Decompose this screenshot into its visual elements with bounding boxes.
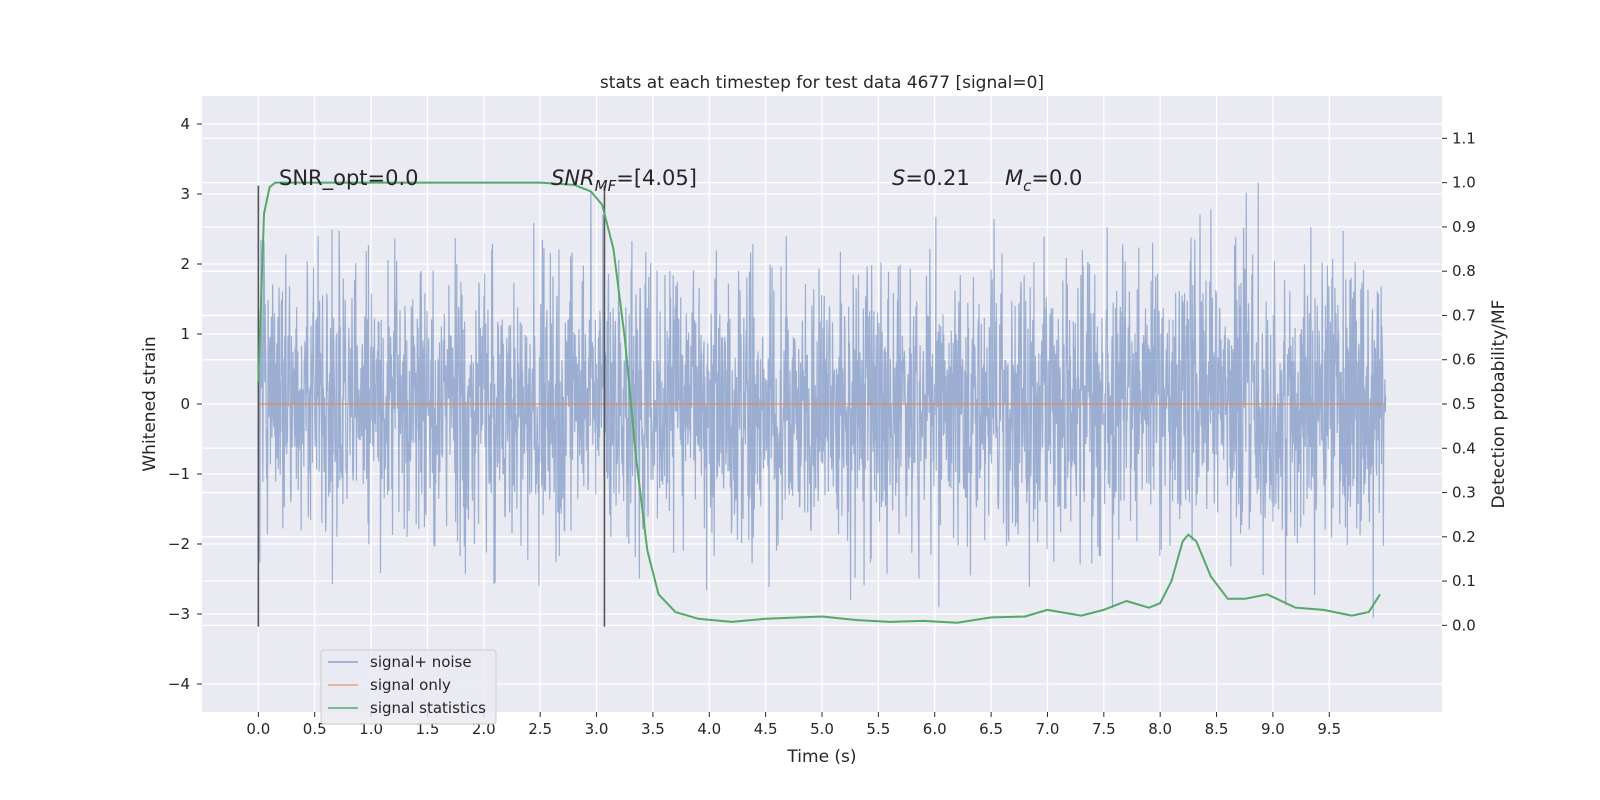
x-tick-label: 9.0 [1261,720,1285,738]
y2-tick-label: 0.0 [1452,616,1476,634]
y2-axis-label: Detection probability/MF [1489,300,1509,509]
s-symbol: S [892,166,905,190]
legend-box [320,649,497,725]
legend-label-signal-noise: signal+ noise [370,653,472,671]
y-tick-label: 4 [180,115,190,133]
vertical-lines [257,185,606,627]
x-tick-label: 3.0 [585,720,609,738]
y-tick-label: −2 [168,535,190,553]
mc-value: =0.0 [1031,166,1082,190]
x-tick-label: 0.5 [303,720,327,738]
y-tick-label: −3 [168,605,190,623]
mc-sub: c [1023,177,1032,195]
y-tick-label: 2 [180,255,190,273]
mc-base: M [1005,166,1023,190]
x-axis-label: Time (s) [786,747,856,767]
x-tick-label: 4.5 [754,720,778,738]
y-tick-label: 0 [180,395,190,413]
y2-tick-label: 1.0 [1452,174,1476,192]
x-tick-label: 0.0 [246,720,270,738]
x-tick-label: 3.5 [641,720,665,738]
y-tick-label: 1 [180,325,190,343]
annotation-mc: Mc=0.0 [1005,166,1082,195]
y2-tick-label: 0.2 [1452,528,1476,546]
x-tick-label: 6.5 [979,720,1003,738]
x-tick-label: 8.0 [1148,720,1172,738]
x-tick-label: 7.5 [1092,720,1116,738]
tick-labels: 0.0 0.5 1.0 1.5 2.0 2.5 3.0 3.5 4.0 4.5 5.0 5.5 6.0 6… [168,115,1476,738]
x-tick-label: 7.0 [1036,720,1060,738]
legend: signal+ noise signal only signal statist… [320,649,497,725]
x-tick-label: 2.5 [528,720,552,738]
x-tick-label: 6.0 [923,720,947,738]
y2-tick-label: 0.1 [1452,572,1476,590]
annotation-s: S=0.21 [892,166,970,190]
legend-label-signal-only: signal only [370,676,451,694]
signal-statistics-series [257,181,1381,624]
y2-tick-label: 0.4 [1452,439,1476,457]
y2-tick-label: 1.1 [1452,129,1476,147]
snr-mf-value: =[4.05] [616,166,697,190]
annotation-snr-mf: SNRMF=[4.05] [551,166,697,195]
y2-tick-label: 0.3 [1452,484,1476,502]
legend-label-signal-statistics: signal statistics [370,699,486,717]
y-tick-label: 3 [180,185,190,203]
chart-title: stats at each timestep for test data 467… [600,73,1044,93]
y2-tick-label: 0.9 [1452,218,1476,236]
x-tick-label: 5.0 [810,720,834,738]
y2-tick-label: 0.8 [1452,262,1476,280]
snr-mf-sub: MF [595,177,617,195]
snr-mf-base: SNR [551,166,595,190]
signal-noise-series [257,182,1387,618]
x-tick-label: 4.0 [697,720,721,738]
s-value: =0.21 [905,166,969,190]
annotation-snr-opt: SNR_opt=0.0 [279,166,419,191]
y2-tick-label: 0.5 [1452,395,1476,413]
x-tick-label: 9.5 [1317,720,1341,738]
signal-statistics-line [257,181,1381,624]
signal-noise-line [257,182,1387,618]
y-axis-label: Whitened strain [140,336,160,471]
x-tick-label: 5.5 [866,720,890,738]
x-tick-label: 8.5 [1205,720,1229,738]
y-tick-label: −4 [168,675,190,693]
y-tick-label: −1 [168,465,190,483]
y2-tick-label: 0.6 [1452,351,1476,369]
y2-tick-label: 0.7 [1452,306,1476,324]
